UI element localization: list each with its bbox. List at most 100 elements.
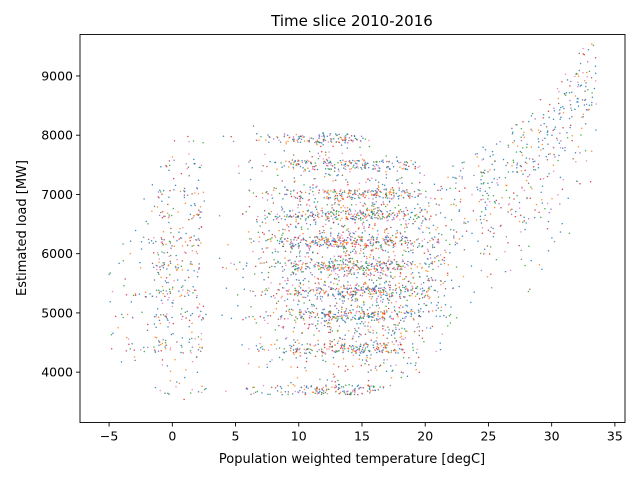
data-point: [524, 161, 527, 164]
data-point: [324, 168, 327, 170]
data-point: [386, 160, 388, 163]
data-point: [411, 271, 414, 274]
data-point: [396, 236, 398, 239]
data-point: [353, 327, 356, 330]
data-point: [522, 173, 524, 175]
data-point: [425, 190, 427, 193]
data-point: [266, 165, 268, 168]
data-point: [404, 288, 407, 290]
data-point: [365, 181, 367, 184]
data-point: [354, 245, 356, 248]
data-point: [197, 336, 200, 338]
data-point: [329, 343, 332, 345]
data-point: [331, 212, 334, 214]
data-point: [252, 392, 255, 395]
data-point: [371, 287, 374, 289]
data-point: [581, 99, 584, 101]
data-point: [373, 266, 376, 269]
data-point: [298, 348, 300, 351]
data-point: [341, 306, 343, 308]
data-point: [388, 256, 390, 258]
data-point: [426, 291, 428, 293]
data-point: [344, 312, 346, 314]
data-point: [300, 267, 303, 269]
data-point: [321, 311, 323, 314]
data-point: [342, 390, 344, 392]
data-point: [392, 267, 394, 270]
data-point: [579, 182, 581, 185]
data-point: [282, 232, 284, 235]
data-point: [413, 330, 416, 333]
data-point: [193, 289, 196, 291]
data-point: [356, 283, 358, 285]
data-point: [367, 178, 369, 180]
data-point: [409, 239, 412, 242]
data-point: [294, 243, 297, 246]
data-point: [407, 264, 409, 267]
data-point: [320, 263, 322, 266]
data-point: [280, 387, 283, 389]
data-point: [200, 319, 203, 321]
data-point: [482, 198, 484, 201]
data-point: [155, 268, 158, 271]
data-point: [348, 257, 350, 260]
data-point: [579, 62, 582, 65]
data-point: [187, 135, 189, 138]
data-point: [294, 321, 297, 324]
data-point: [314, 177, 317, 180]
data-point: [293, 236, 296, 239]
data-point: [330, 260, 333, 263]
data-point: [552, 164, 555, 166]
data-point: [333, 164, 336, 166]
data-point: [164, 392, 166, 395]
data-point: [332, 221, 335, 223]
data-point: [379, 261, 381, 263]
data-point: [323, 176, 326, 178]
data-point: [157, 271, 160, 274]
data-point: [360, 289, 363, 291]
data-point: [365, 260, 368, 263]
data-point: [188, 341, 190, 343]
data-point: [271, 233, 274, 236]
data-point: [343, 314, 345, 316]
data-point: [307, 167, 309, 169]
data-point: [335, 192, 338, 195]
data-point: [483, 181, 485, 184]
data-point: [413, 312, 416, 314]
y-axis-title: Estimated load [MW]: [15, 160, 30, 296]
data-point: [343, 246, 346, 249]
data-point: [386, 235, 388, 237]
data-point: [413, 319, 415, 321]
data-point: [368, 279, 371, 281]
data-point: [399, 319, 402, 321]
data-point: [461, 162, 464, 164]
data-point: [473, 291, 475, 293]
data-point: [325, 290, 327, 293]
data-point: [387, 251, 389, 253]
data-point: [494, 202, 497, 204]
data-point: [289, 349, 292, 352]
data-point: [440, 280, 443, 283]
data-point: [463, 248, 466, 251]
data-point: [527, 218, 530, 220]
data-point: [199, 206, 202, 208]
data-point: [440, 198, 443, 200]
data-point: [297, 242, 300, 245]
data-point: [376, 345, 378, 348]
data-point: [347, 228, 349, 230]
data-point: [482, 146, 484, 148]
data-point: [595, 129, 597, 131]
data-point: [359, 316, 362, 319]
data-point: [360, 219, 362, 221]
data-point: [346, 287, 348, 289]
data-point: [351, 193, 354, 196]
data-point: [343, 266, 346, 269]
data-point: [502, 158, 505, 161]
data-point: [302, 210, 304, 213]
data-point: [516, 167, 518, 169]
data-point: [308, 199, 310, 201]
data-point: [354, 160, 356, 162]
data-point: [328, 310, 331, 313]
data-point: [322, 386, 325, 389]
data-point: [249, 238, 251, 240]
